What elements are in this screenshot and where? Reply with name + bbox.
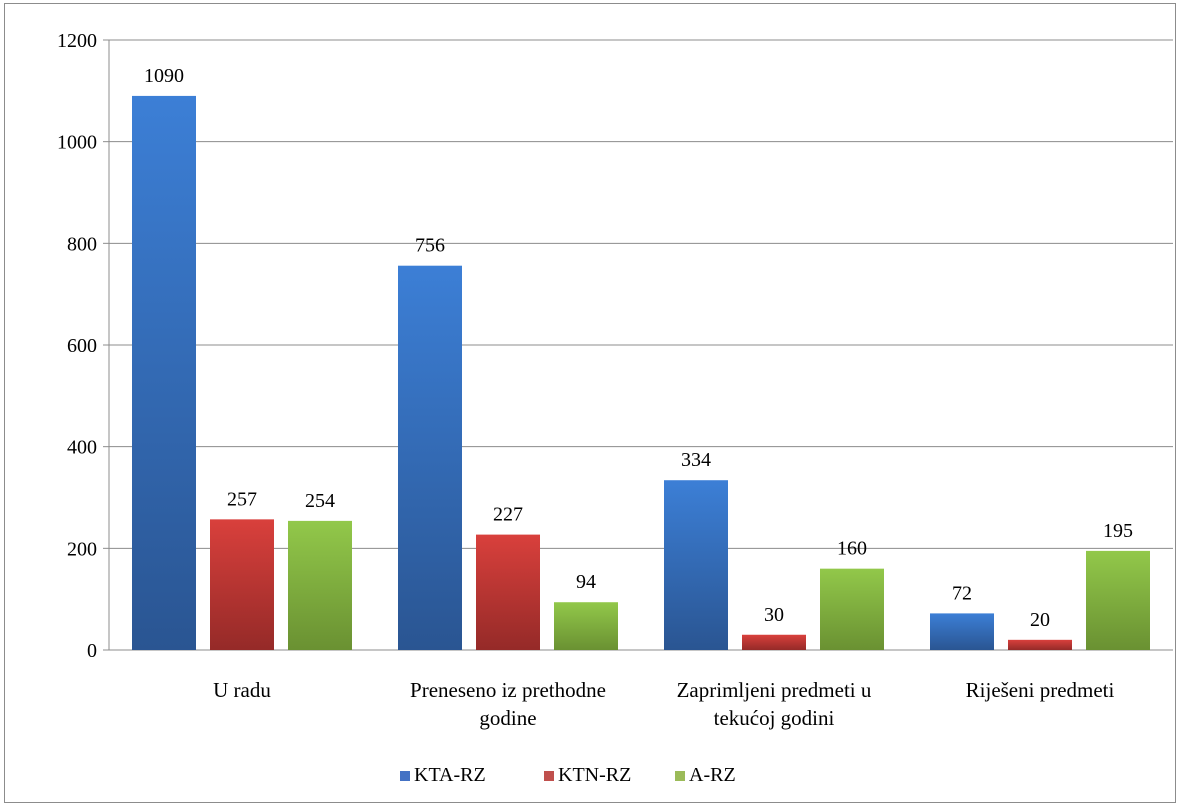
data-label: 20 (1030, 609, 1050, 631)
legend-label: KTN-RZ (558, 764, 631, 786)
data-label: 72 (952, 582, 972, 604)
bar-a-rz-2 (820, 568, 884, 650)
bar-kta-rz-0 (132, 95, 196, 650)
data-label: 30 (764, 604, 784, 626)
gridlines (109, 39, 1173, 651)
y-axis: 0 200 400 600 800 1000 1200 (57, 30, 110, 662)
y-tick-label: 200 (67, 538, 97, 560)
x-tick-label: Riješeni predmeti (966, 678, 1115, 702)
x-tick-label: Preneseno iz prethodne (410, 678, 606, 702)
data-label: 94 (576, 571, 596, 593)
y-tick-label: 1000 (57, 132, 97, 154)
legend-label: A-RZ (689, 764, 736, 786)
bar-kta-rz-1 (398, 265, 462, 650)
legend-swatch-ktn-rz (544, 771, 554, 781)
legend: KTA-RZ KTN-RZ A-RZ (400, 764, 736, 786)
bar-ktn-rz-3 (1008, 639, 1072, 650)
category-labels: U radu Preneseno iz prethodne godine Zaprim… (213, 678, 1114, 730)
bar-kta-rz-2 (664, 480, 728, 650)
data-labels: 1090 257 254 756 227 94 334 30 160 72 20 195 (144, 65, 1133, 631)
data-label: 254 (305, 490, 335, 512)
legend-swatch-a-rz (675, 771, 685, 781)
bar-a-rz-3 (1086, 550, 1150, 650)
data-label: 227 (493, 504, 523, 526)
x-tick-label: tekućoj godini (714, 706, 835, 730)
bar-kta-rz-3 (930, 613, 994, 650)
data-label: 257 (227, 488, 257, 510)
data-label: 334 (681, 449, 711, 471)
x-tick-label: Zaprimljeni predmeti u (677, 678, 872, 702)
data-label: 160 (837, 538, 867, 560)
legend-swatch-kta-rz (400, 771, 410, 781)
chart-frame (4, 3, 1176, 803)
y-tick-label: 400 (67, 437, 97, 459)
data-label: 195 (1103, 520, 1133, 542)
bar-ktn-rz-0 (210, 519, 274, 650)
y-tick-label: 0 (87, 640, 97, 662)
legend-label: KTA-RZ (414, 764, 486, 786)
bar-a-rz-1 (554, 602, 618, 650)
bar-ktn-rz-2 (742, 634, 806, 650)
bar-ktn-rz-1 (476, 534, 540, 650)
data-label: 1090 (144, 65, 184, 87)
x-tick-label: godine (479, 706, 536, 730)
y-tick-label: 1200 (57, 30, 97, 52)
bar-a-rz-0 (288, 520, 352, 650)
x-tick-label: U radu (213, 678, 271, 702)
data-label: 756 (415, 235, 445, 257)
y-tick-label: 600 (67, 335, 97, 357)
bars (132, 95, 1150, 650)
y-tick-label: 800 (67, 233, 97, 255)
